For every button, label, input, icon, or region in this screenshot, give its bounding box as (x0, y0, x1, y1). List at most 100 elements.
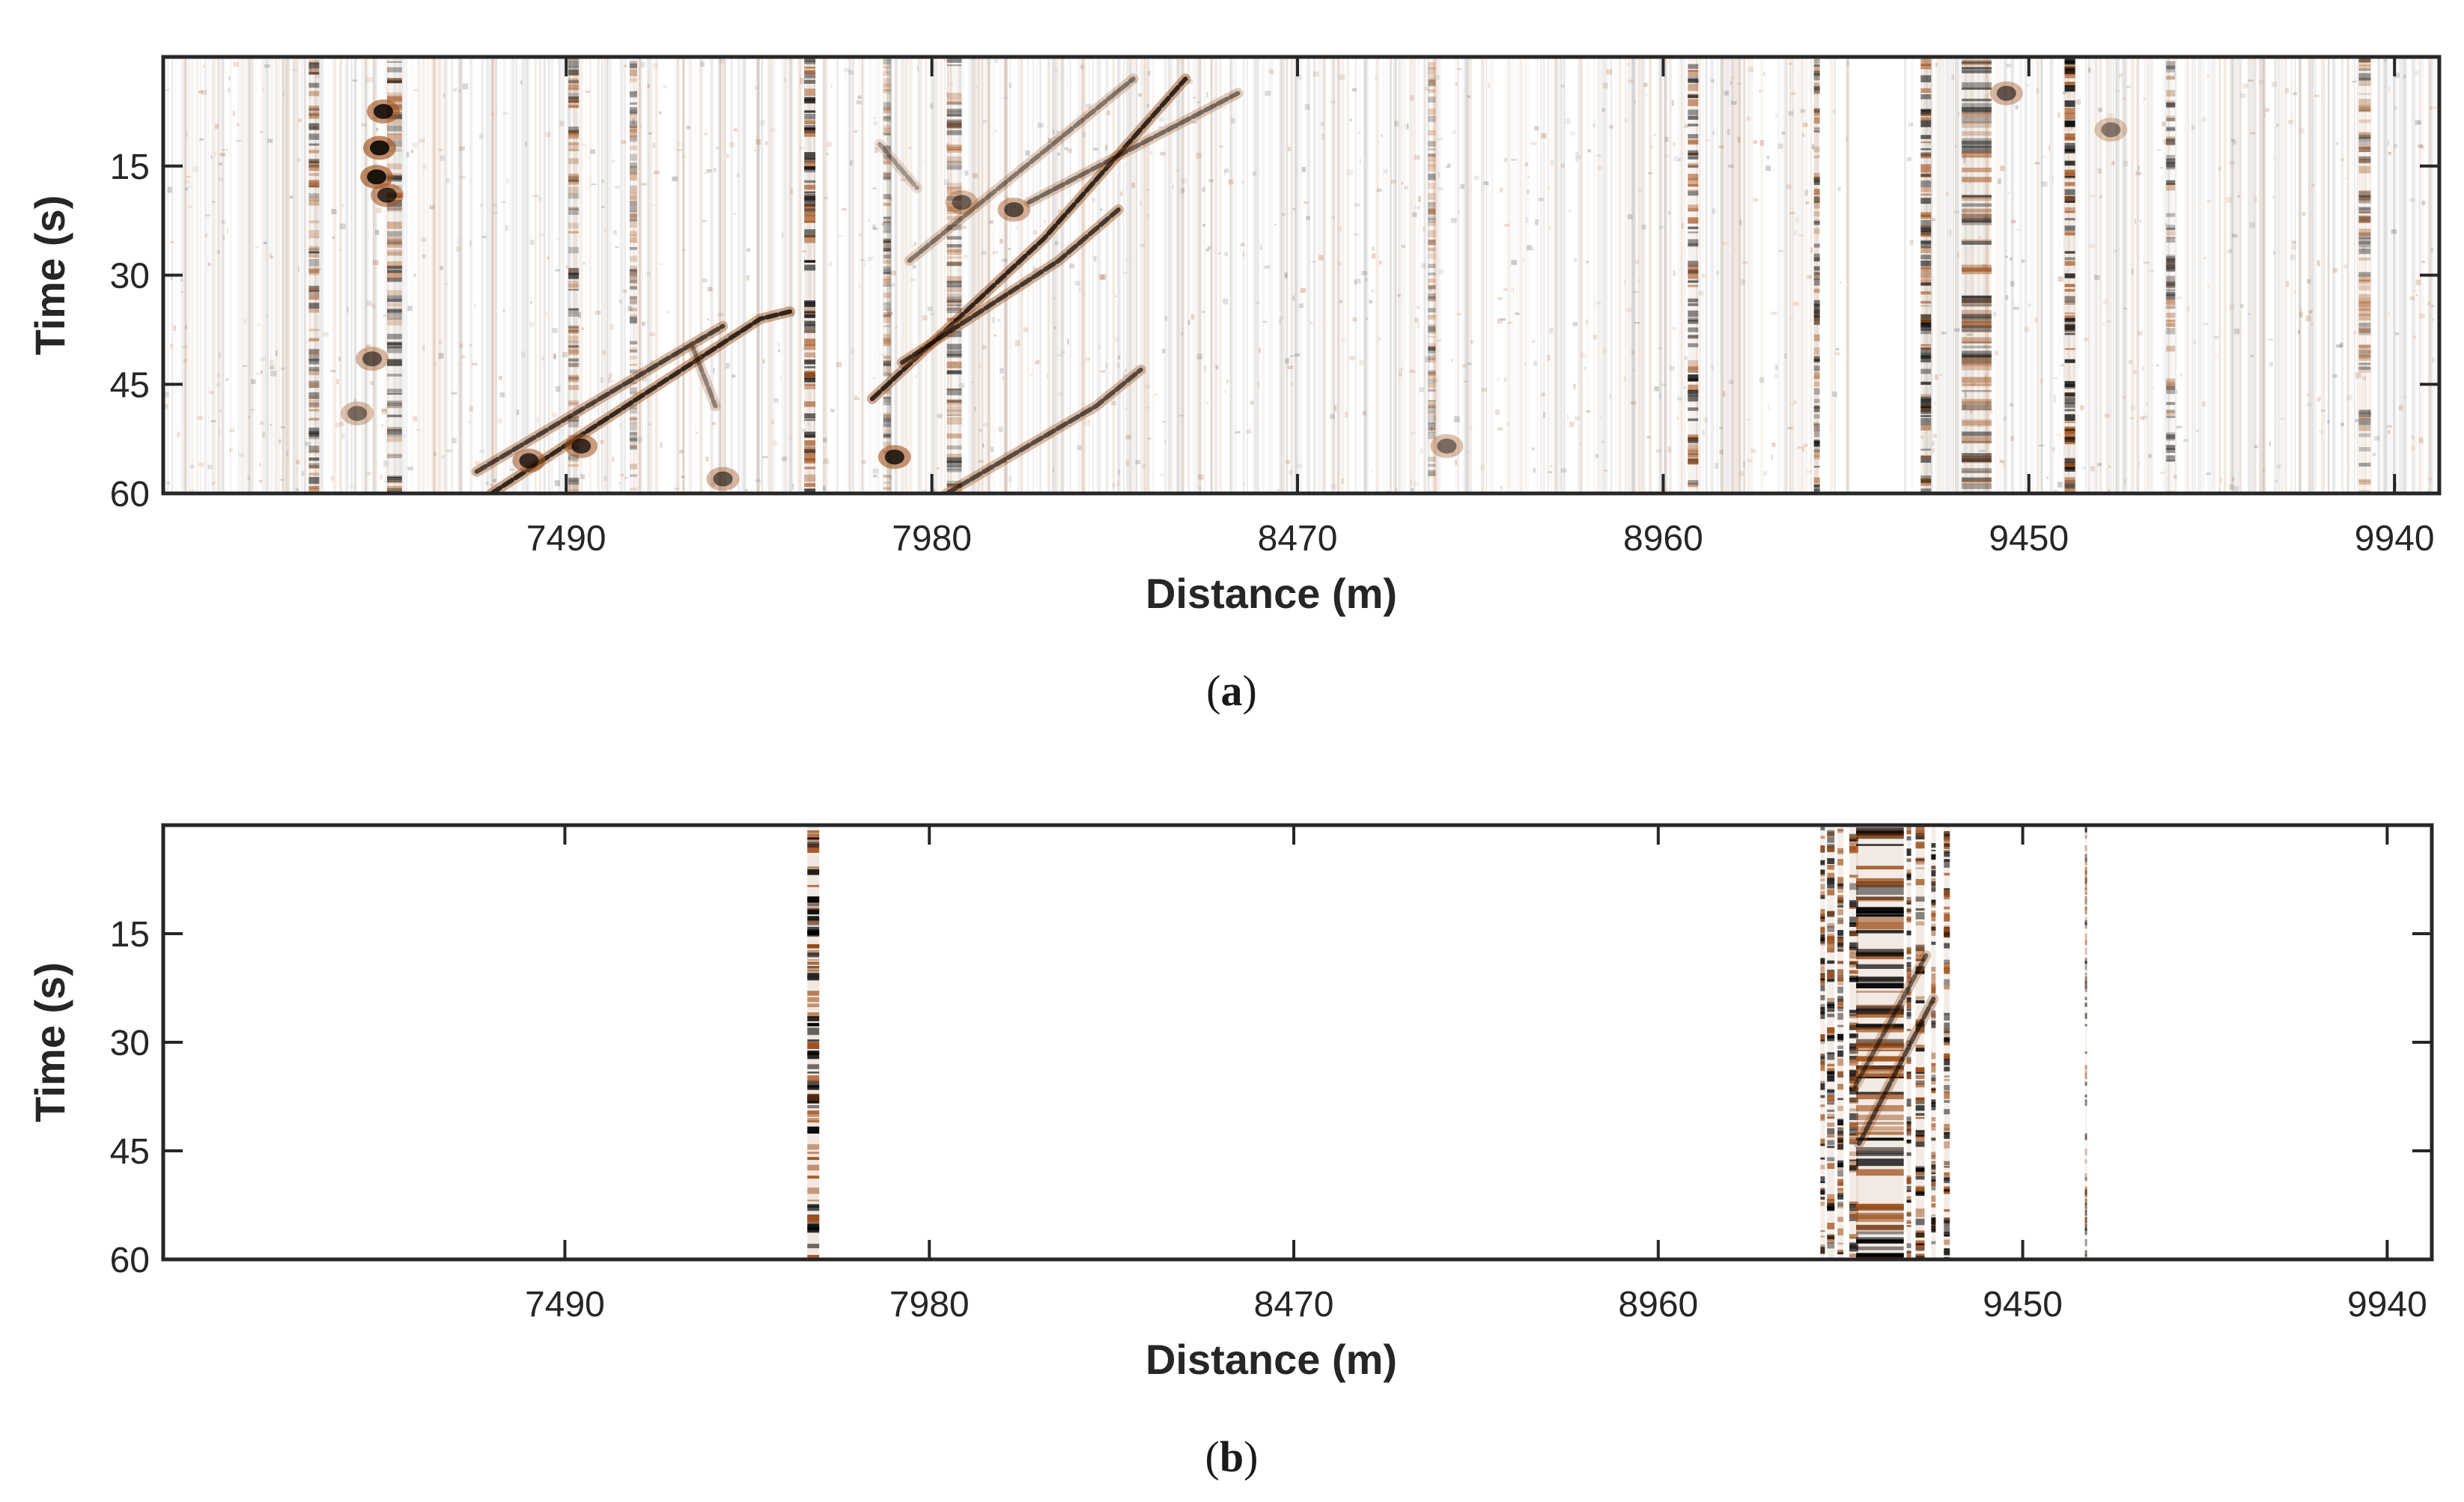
panel-b-vertical-band-stripe (1827, 1027, 1835, 1035)
panel-a-noise-trace (1642, 57, 1646, 493)
panel-a-noise-speck (1371, 253, 1376, 259)
panel-a-noise-speck (383, 314, 387, 317)
panel-b-vertical-band-stripe (1915, 1132, 1925, 1134)
panel-a-noise-speck (900, 178, 906, 182)
panel-a-vertical-band-fill (1962, 57, 1992, 493)
panel-a-noise-speck (1331, 484, 1336, 490)
panel-a-noise-speck (1648, 172, 1652, 174)
panel-a-vertical-band-stripe (1813, 273, 1826, 277)
panel-a-noise-speck (1252, 171, 1256, 177)
panel-a-noise-speck (1920, 437, 1924, 439)
panel-a-noise-speck (1131, 80, 1137, 83)
panel-a-vertical-band-stripe (1428, 400, 1436, 402)
panel-b-vertical-band-stripe (1931, 884, 1936, 893)
panel-b-vertical-band-stripe (1856, 1027, 1904, 1033)
panel-a-noise-speck (715, 147, 720, 150)
panel-b-vertical-band-stripe (1827, 846, 1835, 853)
panel-a-noise-speck (909, 146, 912, 150)
panel-a-noise-speck (1196, 152, 1202, 159)
panel-a-noise-trace (771, 57, 773, 493)
panel-a-vertical-band-stripe (1813, 356, 1826, 362)
panel-a-noise-speck (407, 466, 413, 471)
panel-a-noise-trace (344, 57, 349, 493)
panel-a-noise-speck (1058, 392, 1062, 395)
panel-a-noise-trace (1060, 57, 1062, 493)
panel-a-noise-speck (490, 484, 493, 486)
panel-a-noise-trace (2277, 57, 2281, 493)
panel-a-noise-speck (460, 355, 466, 359)
panel-a-vertical-band-stripe (1813, 365, 1826, 371)
panel-a-noise-speck (2097, 463, 2102, 466)
panel-a-vertical-band-stripe (2358, 165, 2371, 174)
panel-a-noise-speck (2388, 86, 2391, 91)
panel-b-caption: (b) (1205, 1432, 1259, 1481)
panel-a-noise-trace (742, 57, 746, 493)
panel-a-noise-trace (2091, 57, 2095, 493)
panel-a-vertical-band-stripe (946, 183, 962, 189)
panel-a-noise-speck (1789, 403, 1795, 405)
panel-a-noise-trace (999, 57, 1003, 493)
panel-b-vertical-band-stripe (1827, 1223, 1835, 1229)
panel-a-noise-trace (767, 57, 771, 493)
panel-a-vertical-band-stripe (1688, 150, 1699, 156)
panel-a-noise-trace (895, 57, 897, 493)
panel-a-noise-trace (1735, 57, 1737, 493)
panel-a-noise-trace (434, 57, 438, 493)
panel-a-vertical-band-stripe (308, 451, 320, 454)
panel-a-vertical-band-stripe (946, 58, 962, 63)
panel-a-noise-speck (1790, 92, 1797, 95)
panel-a-vertical-band-stripe (387, 125, 402, 132)
panel-a-vertical-band-stripe (568, 142, 580, 145)
panel-a-noise-speck (1142, 463, 1146, 469)
panel-a-noise-speck (1971, 383, 1977, 386)
panel-b-vertical-band-stripe (1906, 1098, 1911, 1106)
panel-a-noise-trace (1069, 57, 1071, 493)
panel-a-noise-speck (1527, 175, 1530, 177)
panel-a-vertical-band-stripe (2166, 294, 2176, 300)
panel-a-noise-trace (2122, 57, 2126, 493)
panel-a-vertical-band-stripe (1688, 189, 1699, 192)
panel-a-vertical-band-stripe (1962, 401, 1992, 403)
panel-a-vertical-band-stripe (2064, 296, 2075, 302)
panel-a-vertical-band (568, 57, 580, 493)
panel-a-noise-trace (916, 57, 917, 493)
panel-a-vertical-band-stripe (2064, 225, 2075, 231)
panel-a-noise-speck (1667, 210, 1671, 215)
panel-a-vertical-band-stripe (387, 295, 402, 302)
panel-a-noise-trace (2281, 57, 2283, 493)
panel-a-noise-speck (1962, 404, 1967, 409)
panel-a-vertical-band-stripe (630, 314, 637, 316)
panel-a-vertical-band-stripe (568, 175, 580, 181)
panel-a-noise-speck (649, 332, 655, 337)
panel-b-vertical-band-stripe (1944, 1219, 1950, 1226)
panel-a-noise-speck (1036, 360, 1040, 362)
panel-a-noise-speck (1572, 322, 1578, 326)
panel-a-noise-speck (1503, 377, 1507, 382)
panel-a-noise-speck (1811, 144, 1815, 150)
panel-a-vertical-band-stripe (1813, 198, 1826, 202)
panel-a-noise-speck (332, 236, 335, 240)
panel-a-vertical-band-stripe (568, 273, 580, 279)
panel-a-noise-speck (1736, 82, 1742, 85)
panel-a-vertical-band-stripe (2064, 112, 2075, 120)
panel-a-vertical-band-stripe (804, 449, 821, 453)
panel-a-noise-speck (1801, 446, 1805, 452)
panel-a-noise-speck (301, 471, 305, 476)
panel-a-noise-speck (2193, 341, 2196, 344)
panel-a-vertical-band-stripe (2166, 161, 2176, 167)
panel-a-noise-speck (297, 118, 302, 123)
panel-a-vertical-band-stripe (1813, 362, 1826, 364)
panel-a-noise-speck (250, 409, 255, 411)
panel-a-vertical-band-stripe (1962, 403, 1992, 411)
panel-a-noise-speck (211, 481, 216, 484)
panel-a-event-blob (1004, 202, 1024, 217)
panel-a-noise-speck (1025, 201, 1028, 204)
panel-a-noise-speck (1339, 300, 1343, 303)
panel-a-vertical-band-stripe (1428, 148, 1436, 150)
panel-a-vertical-band-stripe (308, 236, 320, 239)
panel-a-noise-trace (713, 57, 714, 493)
panel-a-noise-trace (1434, 57, 1438, 493)
panel-a-noise-speck (1601, 440, 1604, 443)
panel-a-vertical-band-stripe (568, 346, 580, 350)
panel-a-y-tick-label: 15 (110, 148, 150, 187)
